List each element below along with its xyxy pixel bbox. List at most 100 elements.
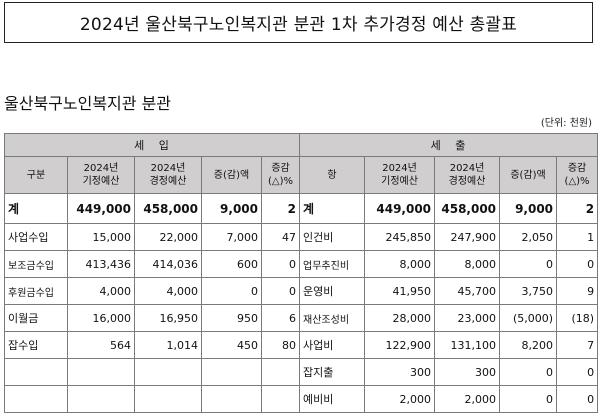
document-title-box: 2024년 울산북구노인복지관 분관 1차 추가경정 예산 총괄표	[4, 2, 593, 43]
expense-cell-prior-budget: 300	[364, 358, 436, 386]
income-cell-change-percent: 80	[260, 331, 301, 359]
expense-cell-category: 잡지출	[299, 358, 366, 386]
expense-cell-category: 사업비	[299, 331, 366, 359]
expense-cell-category: 재산조성비	[299, 304, 366, 332]
expense-cell-prior-budget: 122,900	[364, 331, 436, 359]
document-title: 2024년 울산북구노인복지관 분관 1차 추가경정 예산 총괄표	[79, 15, 518, 35]
expense-column-header-change-percent: 증감 (△)%	[556, 156, 599, 194]
income-cell-category: 이월금	[4, 304, 68, 332]
income-cell-change-percent: 2	[260, 193, 301, 224]
expense-cell-change-amount: 0	[499, 385, 558, 413]
income-cell-prior-budget: 4,000	[67, 277, 135, 305]
income-cell-change-percent: 6	[260, 304, 301, 332]
budget-summary-table: 세 입 세 출 구분 2024년 기정예산 2024년 경정예산 증(감)액 증감 (△…	[3, 133, 599, 413]
income-cell-category	[4, 358, 68, 386]
expense-column-header-change-amount: 증(감)액	[499, 156, 558, 194]
expense-cell-change-amount: 3,750	[499, 277, 558, 305]
table-body: 계 449,000 458,000 9,000 2 계 449,000 458,000 9,00…	[4, 193, 599, 413]
expense-cell-revised-budget: 8,000	[434, 250, 501, 278]
expense-cell-revised-budget: 247,900	[434, 223, 501, 251]
income-column-header-category: 구분	[4, 156, 68, 194]
income-cell-category: 계	[4, 193, 68, 224]
expense-cell-category: 예비비	[299, 385, 366, 413]
expense-cell-revised-budget: 45,700	[434, 277, 501, 305]
income-cell-change-percent: 0	[260, 250, 301, 278]
expense-cell-change-amount: 9,000	[499, 193, 558, 224]
income-cell-prior-budget	[67, 358, 135, 386]
expense-header: 세 출	[299, 133, 599, 157]
income-column-header-revised-budget: 2024년 경정예산	[134, 156, 202, 194]
expense-cell-category: 운영비	[299, 277, 366, 305]
income-column-header-change-amount: 증(감)액	[201, 156, 262, 194]
income-cell-category: 사업수입	[4, 223, 68, 251]
expense-cell-prior-budget: 449,000	[364, 193, 436, 224]
expense-cell-change-percent: 9	[556, 277, 599, 305]
expense-cell-revised-budget: 23,000	[434, 304, 501, 332]
expense-cell-prior-budget: 2,000	[364, 385, 436, 413]
unit-note: (단위: 천원)	[540, 118, 592, 129]
table-row: 보조금수입 413,436 414,036 600 0 업무추진비 8,000 8,000 0 0	[4, 250, 599, 278]
expense-cell-prior-budget: 28,000	[364, 304, 436, 332]
expense-cell-change-amount: 2,050	[499, 223, 558, 251]
expense-cell-change-amount: (5,000)	[499, 304, 558, 332]
table-row: 후원금수입 4,000 4,000 0 0 운영비 41,950 45,700 3,750 9	[4, 277, 599, 305]
income-cell-revised-budget: 1,014	[134, 331, 202, 359]
income-cell-revised-budget: 414,036	[134, 250, 202, 278]
income-cell-change-percent: 0	[260, 277, 301, 305]
expense-cell-change-percent: 0	[556, 250, 599, 278]
expense-cell-change-amount: 0	[499, 358, 558, 386]
expense-cell-change-percent: (18)	[556, 304, 599, 332]
expense-cell-category: 인건비	[299, 223, 366, 251]
expense-cell-revised-budget: 300	[434, 358, 501, 386]
table-row: 잡지출 300 300 0 0	[4, 358, 599, 386]
expense-cell-change-percent: 1	[556, 223, 599, 251]
income-header: 세 입	[3, 133, 301, 157]
income-cell-change-percent	[260, 358, 301, 386]
table-row: 이월금 16,000 16,950 950 6 재산조성비 28,000 23,000 (5,0…	[4, 304, 599, 332]
expense-cell-change-amount: 8,200	[499, 331, 558, 359]
income-cell-revised-budget	[134, 385, 202, 413]
expense-cell-revised-budget: 2,000	[434, 385, 501, 413]
expense-column-header-revised-budget: 2024년 경정예산	[434, 156, 501, 194]
table-row: 예비비 2,000 2,000 0 0	[4, 385, 599, 413]
income-cell-change-amount	[201, 385, 262, 413]
income-cell-change-percent	[260, 385, 301, 413]
income-cell-category	[4, 385, 68, 413]
expense-cell-prior-budget: 41,950	[364, 277, 436, 305]
expense-cell-change-percent: 7	[556, 331, 599, 359]
income-column-header-change-percent: 증감 (△)%	[260, 156, 301, 194]
income-cell-prior-budget: 413,436	[67, 250, 135, 278]
income-cell-change-amount: 0	[201, 277, 262, 305]
expense-cell-change-percent: 0	[556, 358, 599, 386]
income-cell-category: 후원금수입	[4, 277, 68, 305]
expense-cell-change-percent: 0	[556, 385, 599, 413]
income-cell-change-amount: 9,000	[201, 193, 262, 224]
expense-cell-change-amount: 0	[499, 250, 558, 278]
expense-column-header-prior-budget: 2024년 기정예산	[364, 156, 436, 194]
section-title: 울산북구노인복지관 분관	[4, 94, 172, 113]
income-cell-prior-budget	[67, 385, 135, 413]
income-cell-revised-budget: 4,000	[134, 277, 202, 305]
expense-cell-prior-budget: 8,000	[364, 250, 436, 278]
income-cell-change-amount: 7,000	[201, 223, 262, 251]
income-cell-prior-budget: 16,000	[67, 304, 135, 332]
expense-cell-category: 계	[299, 193, 366, 224]
income-cell-category: 잡수입	[4, 331, 68, 359]
expense-cell-revised-budget: 131,100	[434, 331, 501, 359]
income-cell-change-amount: 450	[201, 331, 262, 359]
income-cell-prior-budget: 564	[67, 331, 135, 359]
income-cell-change-amount: 950	[201, 304, 262, 332]
income-cell-change-amount	[201, 358, 262, 386]
expense-cell-revised-budget: 458,000	[434, 193, 501, 224]
expense-cell-change-percent: 2	[556, 193, 599, 224]
income-column-header-prior-budget: 2024년 기정예산	[67, 156, 135, 194]
total-row: 계 449,000 458,000 9,000 2 계 449,000 458,000 9,00…	[4, 193, 599, 224]
expense-column-header-category: 항	[299, 156, 366, 194]
income-cell-category: 보조금수입	[4, 250, 68, 278]
income-cell-revised-budget: 458,000	[134, 193, 202, 224]
income-cell-change-amount: 600	[201, 250, 262, 278]
income-cell-prior-budget: 449,000	[67, 193, 135, 224]
income-cell-change-percent: 47	[260, 223, 301, 251]
table-row: 사업수입 15,000 22,000 7,000 47 인건비 245,850 247,900…	[4, 223, 599, 251]
income-cell-revised-budget: 22,000	[134, 223, 202, 251]
